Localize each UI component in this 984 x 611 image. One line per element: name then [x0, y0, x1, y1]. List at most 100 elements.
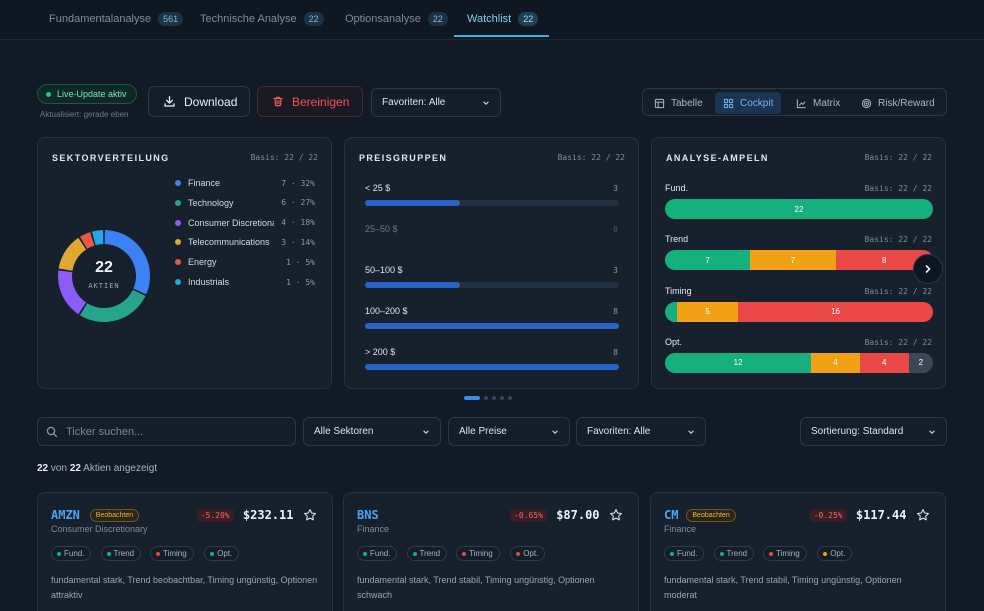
sector-legend-item[interactable]: Consumer Discretionary 4 · 18%: [175, 216, 315, 230]
stock-card[interactable]: BNS Finance -0.65% $87.00 Fund. Trend Timing Op…: [343, 492, 639, 611]
card-title: PREISGRUPPEN: [359, 153, 448, 163]
signal-segment-value: 12: [733, 358, 743, 368]
chevron-down-icon: [688, 429, 694, 434]
sector-filter-dropdown[interactable]: Alle Sektoren: [303, 417, 441, 446]
search-icon: [46, 426, 58, 437]
carousel-dot-active[interactable]: [464, 396, 480, 400]
stock-ticker[interactable]: BNS: [357, 508, 379, 522]
sector-legend-item[interactable]: Industrials 1 · 5%: [175, 275, 315, 289]
sector-legend-item[interactable]: Technology 6 · 27%: [175, 196, 315, 210]
sector-legend-item[interactable]: Finance 7 · 32%: [175, 176, 315, 190]
ticker-search-input[interactable]: [66, 425, 276, 438]
legend-sector-name: Industrials: [188, 277, 230, 287]
price-group-bar: [365, 323, 619, 329]
donut-slice-energy: [79, 232, 95, 249]
signal-chip-label: Trend: [113, 549, 135, 558]
live-update-label: Live-Update aktiv: [57, 89, 127, 99]
analysis-signals-card: ANALYSE-AMPELN Basis: 22 / 22 Fund. Basis…: [651, 137, 946, 389]
signal-row-label: Timing: [665, 285, 692, 296]
signal-segment-value: 2: [918, 358, 924, 368]
favorite-star-icon[interactable]: [916, 508, 930, 522]
tab-count-badge: 22: [427, 12, 448, 26]
trash-icon: [273, 96, 283, 107]
tab-count-badge: 561: [158, 12, 184, 26]
signal-row-basis: Basis: 22 / 22: [864, 337, 932, 347]
donut-slice-consumer-discretionary: [58, 270, 87, 315]
stock-summary: fundamental stark, Trend stabil, Timing …: [357, 575, 595, 600]
signal-chip-opt: Opt.: [204, 546, 240, 561]
signal-chip-fund: Fund.: [357, 546, 398, 561]
signal-chip-label: Timing: [469, 549, 493, 558]
tab-count-badge: 22: [518, 12, 539, 26]
signal-chip-opt: Opt.: [510, 546, 546, 561]
signal-segment: 4: [811, 352, 860, 373]
carousel-dot[interactable]: [508, 396, 512, 400]
carousel-dot[interactable]: [484, 396, 488, 400]
download-button[interactable]: Download: [148, 86, 250, 117]
legend-sector-stat: 3 · 14%: [281, 237, 315, 247]
stock-price: $117.44: [855, 508, 907, 522]
stock-card[interactable]: AMZN Beobachten Consumer Discretionary -5.2…: [37, 492, 333, 611]
signal-segment: 7: [665, 250, 751, 271]
favorite-star-icon[interactable]: [609, 508, 623, 522]
favorites-filter-dropdown[interactable]: Favoriten: Alle: [576, 417, 706, 446]
price-group-bar: [365, 200, 461, 206]
tab-label: Optionsanalyse: [345, 13, 421, 25]
tab-optionsanalyse[interactable]: Optionsanalyse 22: [345, 0, 448, 38]
signal-status-dot: [57, 551, 61, 556]
stock-ticker[interactable]: CM: [664, 508, 679, 522]
carousel-dot[interactable]: [492, 396, 496, 400]
donut-slice-telecommunications: [58, 237, 87, 271]
carousel-pagination: [464, 396, 512, 400]
stock-ticker[interactable]: AMZN: [51, 508, 80, 522]
tab-watchlist[interactable]: Watchlist 22: [467, 0, 539, 38]
live-update-badge[interactable]: Live-Update aktiv: [37, 84, 137, 104]
legend-color-dot: [175, 219, 181, 226]
signal-segment: 22: [665, 199, 933, 219]
signal-chip-trend: Trend: [713, 546, 755, 561]
card-basis: Basis: 22 / 22: [557, 153, 625, 162]
view-cockpit-button[interactable]: Cockpit: [715, 92, 782, 114]
sector-distribution-card: SEKTORVERTEILUNG Basis: 22 / 22 22 AKTIE…: [37, 137, 332, 389]
legend-sector-name: Energy: [188, 257, 217, 268]
stock-card[interactable]: CM Beobachten Finance -0.25% $117.44 Fund. Tre…: [650, 492, 946, 611]
results-total: 22: [69, 463, 81, 474]
watch-status-badge: Beobachten: [686, 509, 736, 522]
tab-technische-analyse[interactable]: Technische Analyse 22: [200, 0, 324, 38]
sector-filter-value: Alle Sektoren: [314, 426, 374, 437]
sector-legend-item[interactable]: Telecommunications 3 · 14%: [175, 235, 315, 249]
legend-color-dot: [175, 259, 181, 266]
clear-button[interactable]: Bereinigen: [257, 86, 363, 117]
signal-chip-trend: Trend: [406, 546, 448, 561]
carousel-next-button[interactable]: [913, 254, 943, 284]
signal-row-label: Fund.: [665, 183, 689, 193]
price-change-badge: -0.65%: [510, 509, 547, 522]
price-change-badge: -0.25%: [809, 509, 847, 522]
carousel-dot[interactable]: [500, 396, 504, 400]
view-risk-reward-button[interactable]: Risk/Reward: [853, 92, 943, 114]
signal-segment-value: 7: [790, 255, 796, 265]
sort-dropdown[interactable]: Sortierung: Standard: [800, 417, 947, 446]
signal-status-dot: [412, 551, 417, 556]
price-filter-dropdown[interactable]: Alle Preise: [448, 417, 570, 446]
favorites-dropdown-top[interactable]: Favoriten: Alle: [371, 88, 501, 117]
favorite-star-icon[interactable]: [303, 508, 317, 522]
stock-sector: Finance: [664, 524, 697, 534]
signal-chip-label: Fund.: [370, 549, 391, 558]
signal-row-basis: Basis: 22 / 22: [864, 235, 932, 245]
signal-segment: 16: [738, 301, 933, 322]
donut-slice-industrials: [91, 230, 104, 246]
signal-row-label: Trend: [665, 234, 689, 245]
signal-status-dot: [823, 551, 828, 556]
donut-slice-technology: [79, 289, 146, 322]
tab-fundamentalanalyse[interactable]: Fundamentalanalyse 561: [49, 0, 184, 38]
stock-price: $232.11: [242, 508, 294, 522]
view-tabelle-button[interactable]: Tabelle: [646, 92, 711, 114]
signal-row-basis: Basis: 22 / 22: [864, 286, 932, 296]
sector-legend-item[interactable]: Energy 1 · 5%: [175, 255, 315, 269]
live-status-dot: [46, 91, 51, 97]
price-group-label: 50–100 $: [365, 265, 403, 275]
legend-color-dot: [175, 180, 181, 186]
legend-sector-name: Telecommunications: [188, 237, 270, 248]
view-matrix-button[interactable]: Matrix: [788, 92, 848, 114]
